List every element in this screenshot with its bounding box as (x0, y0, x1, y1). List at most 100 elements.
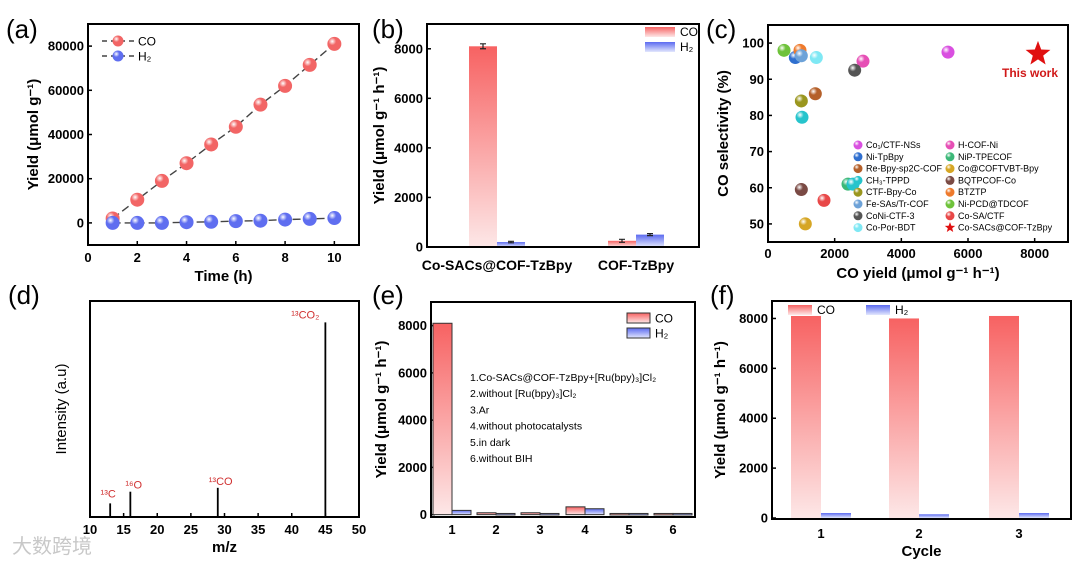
legend-marker (945, 140, 955, 150)
legend-marker (853, 223, 863, 233)
co-bar (653, 512, 674, 516)
peak-label: ¹³C (101, 488, 116, 500)
x-tick-label: 4 (183, 250, 191, 265)
data-point (809, 51, 823, 65)
legend-label: CO (680, 25, 698, 39)
panel-label: (c) (706, 14, 736, 44)
y-tick-label: 70 (750, 144, 764, 159)
co-bar (565, 506, 586, 516)
legend-label: Co-SACs@COF-TzBpy (958, 223, 1053, 233)
h2-bar (539, 512, 560, 516)
data-point (777, 43, 791, 57)
data-point (795, 110, 809, 124)
y-tick-label: 2000 (739, 461, 768, 476)
legend-label: H₂ (138, 50, 152, 64)
h2-bar (495, 512, 516, 516)
data-point (848, 63, 862, 77)
data-point (941, 45, 955, 59)
error-bar (480, 43, 486, 50)
data-point (154, 173, 169, 188)
h2-bar (919, 514, 949, 519)
legend-label: BTZTP (958, 187, 987, 197)
h2-bar (584, 508, 605, 516)
data-point (130, 215, 145, 230)
data-point (817, 193, 831, 207)
x-tick-label: 50 (352, 522, 366, 537)
data-point (179, 215, 194, 230)
legend-label: CO (817, 303, 835, 317)
y-tick-label: 0 (416, 240, 423, 255)
data-point (253, 213, 268, 228)
y-tick-label: 2000 (398, 460, 427, 475)
legend-label: Co-Por-BDT (866, 223, 916, 233)
x-tick-label: 8000 (1020, 246, 1049, 261)
x-tick-label: 45 (318, 522, 332, 537)
legend-label: Ni-PCD@TDCOF (958, 199, 1029, 209)
legend-label: Re-Bpy-sp2C-COF (866, 164, 943, 174)
co-bar (608, 240, 636, 247)
error-bar (619, 238, 625, 243)
legend-label: BQTPCOF-Co (958, 175, 1016, 185)
legend-label: CO (655, 312, 673, 326)
legend-marker (945, 187, 955, 197)
category-label: 1 (817, 526, 824, 541)
x-tick-label: 4000 (887, 246, 916, 261)
legend-marker (112, 50, 124, 62)
data-point (327, 211, 342, 226)
condition-note: 6.without BIH (470, 453, 532, 465)
legend-label: CH₃-TPPD (866, 175, 910, 185)
y-tick-label: 0 (761, 511, 768, 526)
y-tick-label: 100 (742, 36, 764, 51)
x-axis-title: Time (h) (194, 268, 252, 285)
y-tick-label: 60000 (48, 83, 84, 98)
legend-label: NiP-TPECOF (958, 152, 1013, 162)
condition-note: 1.Co-SACs@COF-TzBpy+[Ru(bpy)₃]Cl₂ (470, 372, 656, 384)
data-point (204, 137, 219, 152)
data-point-star (1025, 40, 1051, 65)
plot-frame (771, 300, 1072, 520)
h2-bar (1019, 513, 1049, 519)
panel-d: (d) 10 15 20 25 30 35 40 45 50 m/z Intensity (a.u) ¹… (8, 280, 366, 556)
legend-swatch (645, 42, 675, 52)
legend-marker (945, 199, 955, 209)
co-bar (469, 46, 497, 247)
condition-note: 5.in dark (470, 437, 511, 449)
x-tick-label: 20 (150, 522, 164, 537)
co-bar (609, 512, 630, 516)
data-point (253, 97, 268, 112)
legend-marker (853, 211, 863, 221)
legend-marker (853, 152, 863, 162)
legend-swatch (866, 305, 890, 315)
h2-bar (636, 234, 664, 247)
panel-a: (a) 0 20000 40000 60000 80000 0 2 4 6 8 10 Time (h) Y… (6, 14, 360, 285)
data-point (278, 212, 293, 227)
plot-frame (89, 300, 360, 518)
legend-swatch (626, 327, 651, 339)
co-bar (476, 512, 497, 516)
legend-label: H₂ (655, 327, 669, 341)
y-tick-label: 6000 (394, 91, 423, 106)
x-tick-label: 25 (184, 522, 198, 537)
data-point (154, 215, 169, 230)
data-point (302, 57, 317, 72)
legend-marker (853, 175, 863, 185)
y-tick-label: 8000 (398, 318, 427, 333)
y-tick-label: 4000 (739, 411, 768, 426)
category-label: 5 (625, 522, 632, 537)
data-point (856, 54, 870, 68)
panel-label: (a) (6, 14, 38, 44)
condition-note: 3.Ar (470, 404, 490, 416)
y-axis-title: Yield (μmol g⁻¹ h⁻¹) (371, 67, 388, 205)
error-bar (508, 240, 514, 244)
legend-label: Co-SA/CTF (958, 211, 1005, 221)
category-label: COF-TzBpy (598, 257, 674, 273)
y-tick-label: 40000 (48, 127, 84, 142)
legend-marker (853, 140, 863, 150)
x-tick-label: 10 (83, 522, 97, 537)
y-axis-title: Yield (μmol g⁻¹ h⁻¹) (712, 341, 729, 479)
plot-frame (767, 24, 1069, 243)
category-label: 4 (581, 522, 589, 537)
condition-note: 4.without photocatalysts (470, 421, 582, 433)
y-tick-label: 8000 (394, 41, 423, 56)
